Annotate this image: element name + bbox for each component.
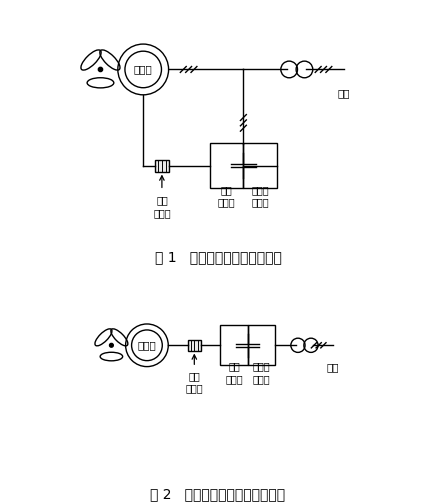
Bar	[248, 325, 275, 365]
Text: 发电机: 发电机	[138, 340, 157, 350]
Bar	[243, 143, 277, 188]
Text: 电网: 电网	[337, 88, 350, 98]
Text: 机侧
滤波器: 机侧 滤波器	[185, 371, 203, 393]
Bar	[188, 340, 201, 351]
Circle shape	[99, 68, 102, 72]
Text: 电网侧
变流器: 电网侧 变流器	[251, 185, 269, 207]
Bar	[220, 325, 248, 365]
Text: 机侧
变流器: 机侧 变流器	[218, 185, 235, 207]
Text: 图 2   全功率机组机侧滤波器范围: 图 2 全功率机组机侧滤波器范围	[150, 488, 286, 501]
Circle shape	[109, 343, 113, 347]
Text: 电网: 电网	[327, 362, 339, 372]
Bar	[154, 160, 169, 172]
Text: 发电机: 发电机	[134, 65, 153, 75]
Text: 机侧
变流器: 机侧 变流器	[225, 361, 243, 384]
Text: 机侧
滤波器: 机侧 滤波器	[153, 196, 171, 218]
Text: 图 1   双馈机组机侧滤波器范围: 图 1 双馈机组机侧滤波器范围	[155, 250, 281, 265]
Text: 电网侧
变流器: 电网侧 变流器	[252, 361, 270, 384]
Bar	[210, 143, 243, 188]
